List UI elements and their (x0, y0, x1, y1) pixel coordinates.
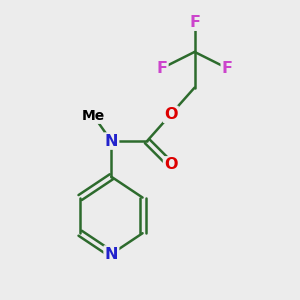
Text: O: O (164, 107, 178, 122)
Text: F: F (156, 61, 167, 76)
Text: F: F (222, 61, 233, 76)
Text: N: N (105, 247, 118, 262)
Text: N: N (105, 134, 118, 148)
Text: O: O (164, 158, 178, 172)
Text: F: F (189, 15, 200, 30)
Text: Me: Me (82, 109, 105, 123)
